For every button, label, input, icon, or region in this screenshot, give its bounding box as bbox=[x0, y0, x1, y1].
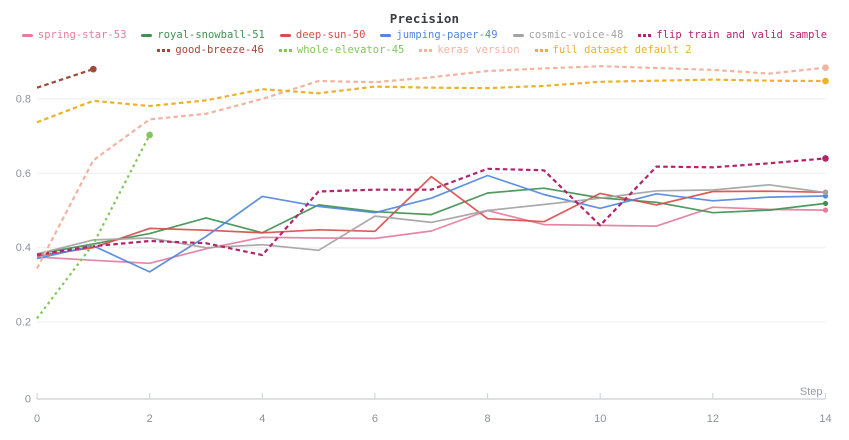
y-tick-label: 0.6 bbox=[16, 168, 31, 180]
legend-label: royal-snowball-51 bbox=[157, 29, 265, 41]
legend-item-jumping-paper-49[interactable]: jumping-paper-49 bbox=[380, 29, 498, 42]
series-end-dot-whole-elevator-45 bbox=[146, 131, 153, 139]
chart-title: Precision bbox=[389, 11, 460, 26]
legend-item-royal-snowball-51[interactable]: royal-snowball-51 bbox=[141, 29, 265, 42]
legend-swatch-good-breeze-46-dashed-line-icon bbox=[157, 49, 171, 52]
legend-label: cosmic-voice-48 bbox=[528, 29, 624, 41]
legend-item-full-dataset-default-2[interactable]: full dataset default 2 bbox=[534, 44, 692, 57]
legend-label: spring-star-53 bbox=[37, 29, 127, 41]
x-tick-label: 0 bbox=[34, 413, 40, 425]
legend-item-spring-star-53[interactable]: spring-star-53 bbox=[21, 29, 127, 42]
legend-swatch-full-dataset-default-2-dashed-line-icon bbox=[534, 49, 548, 52]
x-tick-label: 4 bbox=[259, 413, 265, 425]
legend-label: full dataset default 2 bbox=[552, 44, 692, 56]
legend-swatch-whole-elevator-45-dashed-line-icon bbox=[278, 49, 292, 52]
series-end-dot-royal-snowball-51 bbox=[822, 200, 829, 207]
legend-item-deep-sun-50[interactable]: deep-sun-50 bbox=[279, 29, 366, 42]
series-line-keras-version bbox=[36, 65, 826, 270]
legend-swatch-cosmic-voice-48-line-icon bbox=[512, 34, 524, 37]
series-line-good-breeze-46 bbox=[36, 68, 94, 89]
legend-item-whole-elevator-45[interactable]: whole-elevator-45 bbox=[278, 44, 405, 57]
legend-row-2: good-breeze-46 whole-elevator-45 keras ver… bbox=[0, 44, 849, 57]
series-line-full-dataset-default-2 bbox=[36, 78, 826, 124]
series-line-cosmic-voice-48 bbox=[36, 183, 826, 255]
y-tick-label: 0.4 bbox=[16, 242, 31, 254]
x-tick-label: 10 bbox=[594, 413, 606, 425]
y-tick-label: 0.2 bbox=[16, 317, 31, 329]
legend-label: deep-sun-50 bbox=[295, 29, 366, 41]
y-tick-label: 0.8 bbox=[16, 93, 31, 105]
legend-label: keras version bbox=[437, 44, 520, 56]
x-tick-label: 12 bbox=[707, 413, 719, 425]
legend-label: jumping-paper-49 bbox=[396, 29, 498, 41]
series-end-dot-keras-version bbox=[822, 64, 829, 71]
series-line-spring-star-53 bbox=[36, 206, 826, 265]
legend-label: whole-elevator-45 bbox=[296, 44, 405, 56]
series-end-dot-cosmic-voice-48 bbox=[822, 190, 829, 196]
x-tick-label: 2 bbox=[147, 413, 153, 425]
series-line-jumping-paper-49 bbox=[36, 174, 826, 273]
legend-item-good-breeze-46[interactable]: good-breeze-46 bbox=[157, 44, 264, 57]
series-end-dot-flip-train-and-valid-sample bbox=[822, 155, 829, 162]
series-end-dot-full-dataset-default-2 bbox=[822, 77, 829, 85]
legend-swatch-spring-star-53-line-icon bbox=[21, 34, 33, 37]
legend-item-cosmic-voice-48[interactable]: cosmic-voice-48 bbox=[512, 29, 624, 42]
y-tick-label: 0 bbox=[25, 394, 31, 406]
series-end-dot-good-breeze-46 bbox=[90, 65, 97, 73]
legend-swatch-keras-version-dashed-line-icon bbox=[419, 49, 433, 52]
legend-label: flip train and valid sample bbox=[656, 29, 828, 41]
x-tick-label: 8 bbox=[485, 413, 491, 425]
series-line-flip-train-and-valid-sample bbox=[36, 157, 826, 257]
series-line-deep-sun-50 bbox=[36, 175, 826, 257]
legend-swatch-jumping-paper-49-line-icon bbox=[380, 34, 392, 37]
series-line-whole-elevator-45 bbox=[36, 134, 151, 320]
legend-row-1: spring-star-53 royal-snowball-51 deep-sun-… bbox=[0, 29, 849, 42]
legend-swatch-royal-snowball-51-line-icon bbox=[141, 34, 153, 37]
x-tick-label: 14 bbox=[819, 413, 831, 425]
legend-label: good-breeze-46 bbox=[175, 44, 264, 56]
x-axis-title: Step bbox=[800, 386, 823, 398]
x-tick-label: 6 bbox=[372, 413, 378, 425]
legend-swatch-flip-train-and-valid-sample-dashed-line-icon bbox=[638, 34, 652, 37]
legend-swatch-deep-sun-50-line-icon bbox=[279, 34, 291, 37]
series-end-dot-spring-star-53 bbox=[822, 207, 829, 213]
legend-item-keras-version[interactable]: keras version bbox=[419, 44, 520, 57]
legend-item-flip-train-and-valid-sample[interactable]: flip train and valid sample bbox=[638, 29, 827, 42]
